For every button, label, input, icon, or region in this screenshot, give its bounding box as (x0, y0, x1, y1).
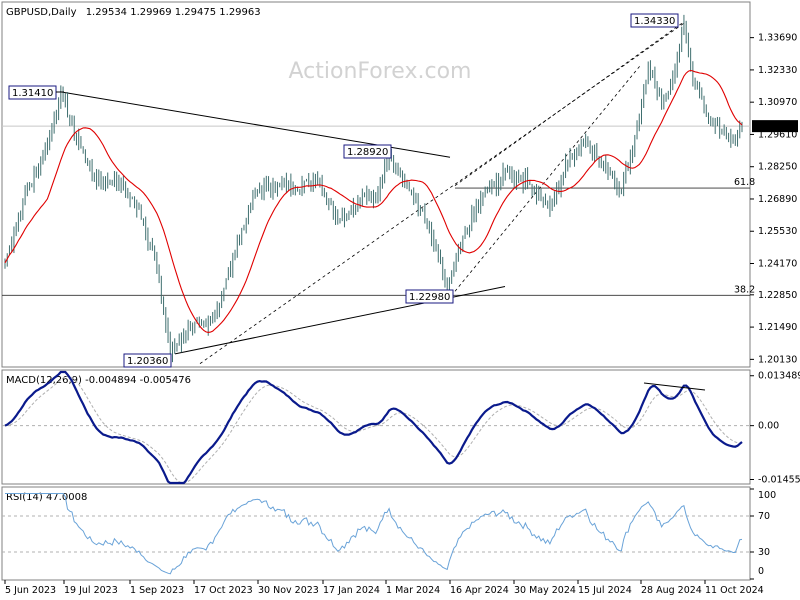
candles (4, 14, 743, 363)
current-price-box (752, 120, 798, 133)
price-axis-label: 1.22850 (758, 290, 797, 301)
price-annotation-label: 1.28920 (347, 147, 388, 158)
time-axis-label: 11 Oct 2024 (705, 585, 764, 596)
macd-axis-label: 0.013489 (758, 371, 800, 382)
channel-lower-dashed-line (199, 22, 686, 364)
price-axis-label: 1.32330 (758, 65, 797, 76)
support-trend-line (174, 286, 506, 355)
time-axis-label: 30 May 2024 (514, 585, 576, 596)
price-axis-label: 1.28250 (758, 162, 797, 173)
fib-level-label: 38.2 (734, 284, 755, 295)
price-axis: 1.33690 1.32330 1.30970 1.29610 1.28250 1.268… (750, 33, 798, 365)
price-panel: GBPUSD,Daily 1.29534 1.29969 1.29475 1.2… (1, 1, 798, 368)
price-axis-label: 1.24170 (758, 259, 797, 270)
price-axis-label: 1.20130 (758, 354, 797, 365)
price-axis-label: 1.29610 (758, 129, 797, 140)
macd-panel-frame (1, 369, 751, 485)
time-axis-label: 1 Mar 2024 (386, 585, 440, 596)
macd-axis: 0.013489 0.00 -0.014554 (750, 371, 800, 485)
moving-average-line (4, 69, 743, 333)
price-annotations: 1.31410 1.28920 1.34330 1.22980 1.20360 (8, 13, 679, 368)
time-axis-label: 17 Jan 2024 (323, 585, 380, 596)
chart-header: GBPUSD,Daily 1.29534 1.29969 1.29475 1.2… (6, 7, 261, 18)
price-axis-label: 1.33690 (758, 33, 797, 44)
ohlc-label: 1.29534 1.29969 1.29475 1.29963 (86, 7, 261, 18)
rsi-line (5, 493, 743, 575)
macd-axis-label: 0.00 (758, 421, 779, 432)
macd-axis-label: -0.014554 (758, 474, 800, 485)
channel-inner-dashed-line (454, 65, 641, 292)
rsi-axis-label: 70 (758, 511, 770, 522)
time-axis-label: 28 Aug 2024 (641, 585, 702, 596)
price-annotation-box (405, 289, 454, 304)
channel-upper-dashed-line (454, 22, 684, 187)
fib-level-label: 61.8 (734, 177, 755, 188)
time-axis: 5 Jun 2023 19 Jul 2023 1 Sep 2023 17 Oct 20… (4, 580, 764, 596)
time-axis-label: 30 Nov 2023 (258, 585, 319, 596)
time-axis-label: 1 Sep 2023 (130, 585, 184, 596)
rsi-panel: RSI(14) 47.0008 100 70 30 0 (1, 486, 776, 581)
price-axis-label: 1.30970 (758, 97, 797, 108)
price-axis-label: 1.26890 (758, 194, 797, 205)
rsi-axis: 100 70 30 0 (750, 488, 776, 580)
price-annotation-box (123, 353, 172, 368)
time-axis-label: 5 Jun 2023 (5, 585, 56, 596)
price-annotation-box (630, 13, 679, 28)
macd-signal-line (4, 375, 743, 484)
macd-title: MACD(12,26,9) -0.004894 -0.005476 (6, 375, 191, 386)
time-axis-label: 15 Jul 2024 (578, 585, 632, 596)
symbol-label: GBPUSD,Daily (6, 7, 77, 18)
macd-divergence-line (643, 382, 706, 391)
rsi-axis-label: 100 (758, 490, 776, 501)
time-axis-label: 19 Jul 2023 (64, 585, 118, 596)
price-annotation-label: 1.34330 (634, 16, 675, 27)
price-axis-label: 1.25530 (758, 226, 797, 237)
macd-panel: MACD(12,26,9) -0.004894 -0.005476 0.0134… (1, 369, 800, 485)
rsi-levels (2, 515, 750, 553)
macd-line (4, 370, 743, 485)
price-panel-frame (1, 1, 751, 368)
time-axis-label: 16 Apr 2024 (450, 585, 509, 596)
price-levels: 61.8 38.2 (2, 125, 755, 296)
rsi-panel-frame (1, 486, 751, 581)
rsi-axis-label: 0 (758, 566, 764, 577)
watermark: ActionForex.com (289, 59, 472, 84)
price-axis-label: 1.21490 (758, 322, 797, 333)
price-annotation-box (343, 144, 392, 159)
price-annotation-label: 1.22980 (409, 292, 450, 303)
current-price-label: 1.29963 (756, 122, 795, 133)
time-axis-label: 17 Oct 2023 (194, 585, 253, 596)
price-annotation-label: 1.31410 (12, 88, 53, 99)
price-annotation-label: 1.20360 (127, 356, 168, 367)
rsi-title: RSI(14) 47.0008 (6, 492, 87, 503)
rsi-axis-label: 30 (758, 547, 770, 558)
